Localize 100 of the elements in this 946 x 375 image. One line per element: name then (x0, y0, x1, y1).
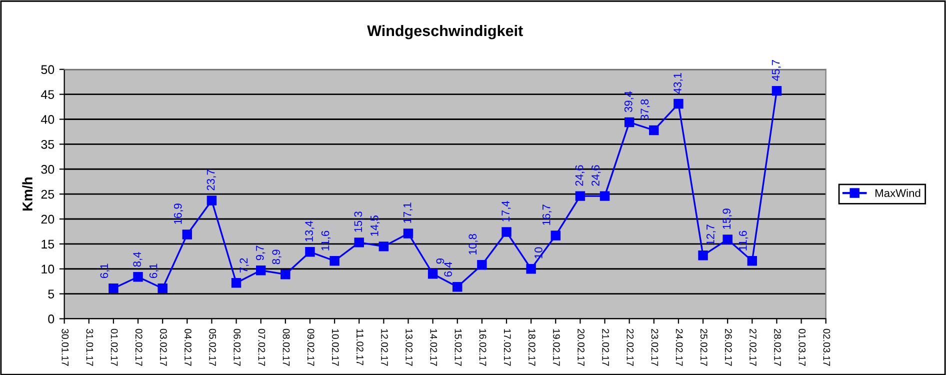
point (280, 270, 290, 280)
x-tick-label: 05.02.17 (209, 328, 216, 366)
x-tick-label: 19.02.17 (553, 329, 560, 366)
data-label: 9,7 (256, 246, 266, 260)
y-tick-label: 25 (41, 190, 54, 199)
point (452, 282, 462, 292)
x-tick-label: 15.02.17 (454, 329, 462, 366)
point (158, 283, 168, 294)
data-label: 6,4 (444, 262, 454, 277)
point (354, 238, 364, 248)
point (182, 230, 192, 240)
data-label: 8,4 (133, 252, 142, 267)
point (550, 230, 560, 240)
point (206, 196, 217, 206)
y-tick-label: 30 (41, 164, 54, 174)
x-tick-label: 20.02.17 (578, 328, 584, 366)
data-label: 17,4 (502, 200, 511, 222)
point (772, 86, 782, 96)
point (698, 250, 708, 260)
x-tick-label: 06.02.17 (234, 328, 241, 366)
x-tick-label: 18.02.17 (528, 329, 536, 366)
data-label: 24,6 (575, 165, 584, 186)
x-tick-label: 14.02.17 (430, 329, 438, 366)
data-label: 37,8 (640, 99, 650, 120)
x-tick-label: 02.02.17 (135, 328, 142, 366)
point (649, 125, 659, 136)
data-label: 10,8 (468, 234, 478, 254)
x-tick-label: 03.02.17 (160, 328, 167, 366)
y-tick-label: 35 (41, 140, 54, 149)
y-tick-label: 0 (48, 314, 54, 324)
data-label: 39,4 (624, 91, 634, 112)
x-tick-label: 01.03.17 (798, 328, 806, 366)
data-label: 15,9 (722, 208, 732, 229)
x-tick-label: 17.02.17 (504, 329, 511, 366)
x-tick-label: 13.02.17 (406, 329, 413, 366)
point (330, 256, 340, 266)
x-tick-label: 01.02.17 (110, 328, 118, 366)
x-tick-label: 02.03.17 (823, 328, 830, 366)
y-tick-label: 10 (42, 264, 54, 274)
x-tick-label: 31.01.17 (86, 328, 94, 366)
x-tick-label: 25.02.17 (700, 328, 708, 366)
x-tick-label: 16.02.17 (479, 329, 486, 366)
data-label: 11,6 (738, 230, 748, 250)
x-tick-label: 28.02.17 (774, 328, 781, 366)
point (133, 272, 143, 282)
x-tick-label: 08.02.17 (282, 328, 290, 366)
point (256, 266, 266, 276)
y-tick-label: 15 (42, 240, 54, 249)
point (305, 247, 315, 257)
x-tick-label: 22.02.17 (626, 328, 634, 366)
point (600, 191, 610, 201)
x-tick-label: 11.02.17 (356, 329, 364, 366)
point (502, 227, 512, 237)
data-label: 17,1 (403, 202, 413, 223)
point (674, 98, 684, 109)
data-label: 45,7 (772, 60, 782, 81)
point (722, 234, 732, 244)
x-tick-label: 07.02.17 (258, 328, 266, 366)
data-label: 14,5 (370, 216, 380, 236)
data-label: 43,1 (674, 72, 683, 94)
x-tick-label: 27.02.17 (750, 328, 756, 366)
point (624, 117, 634, 128)
x-tick-label: 09.02.17 (307, 328, 314, 366)
y-tick-label: 45 (40, 90, 54, 99)
chart-title: Windgeschwindigkeit (367, 24, 523, 40)
data-label: 12,7 (706, 224, 716, 245)
data-label: 6,1 (100, 264, 110, 278)
y-tick-label: 40 (40, 115, 54, 124)
point (575, 191, 586, 201)
data-label: 11,6 (321, 230, 331, 250)
point (108, 283, 118, 294)
data-label: 7,2 (240, 258, 249, 273)
point (526, 264, 536, 274)
y-axis-title: Km/h (22, 178, 33, 210)
y-tick-label: 20 (41, 214, 54, 224)
data-label: 6,1 (149, 264, 159, 278)
data-label: 23,7 (206, 170, 216, 190)
x-tick-label: 21.02.17 (602, 328, 610, 366)
data-label: 16,9 (174, 204, 184, 224)
y-tick-label: 5 (48, 290, 54, 298)
data-label: 8,9 (272, 250, 282, 264)
x-tick-label: 30.01.17 (62, 328, 69, 366)
point (231, 278, 242, 288)
data-label: 24,6 (592, 165, 601, 186)
x-tick-label: 04.02.17 (184, 328, 192, 366)
data-label: 15,3 (354, 212, 364, 232)
data-label: 16,7 (542, 204, 552, 225)
point (403, 228, 414, 238)
x-tick-label: 23.02.17 (651, 328, 658, 366)
x-tick-label: 10.02.17 (332, 329, 339, 366)
data-label: 13,4 (305, 220, 314, 242)
point (477, 260, 487, 270)
legend-label: MaxWind (875, 188, 920, 198)
x-tick-label: 26.02.17 (724, 328, 732, 366)
y-tick-label: 50 (41, 65, 54, 74)
point (747, 256, 758, 266)
data-label: 9 (436, 258, 444, 264)
x-tick-label: 24.02.17 (676, 328, 683, 366)
x-tick-label: 12.02.17 (381, 329, 388, 366)
point (378, 242, 389, 252)
